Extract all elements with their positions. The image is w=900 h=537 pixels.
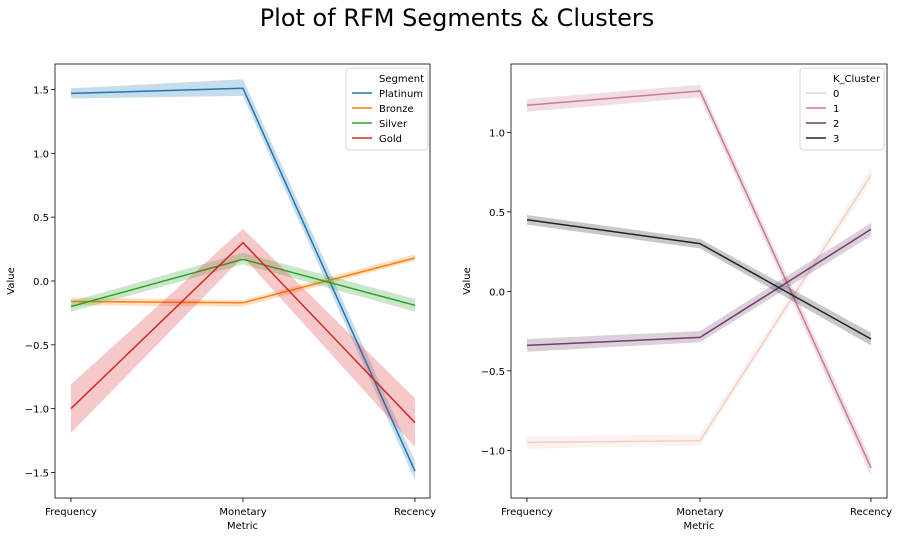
y-tick-label: 0.5	[33, 213, 49, 224]
y-tick-label: −1.0	[481, 446, 505, 457]
line-series-0	[526, 174, 872, 444]
ci-band-3	[527, 215, 871, 346]
x-tick-label: Monetary	[676, 507, 723, 518]
x-tick-label: Recency	[850, 507, 892, 518]
legend-label-gold: Gold	[379, 134, 402, 145]
legend-label-platinum: Platinum	[379, 89, 423, 100]
ci-band-gold	[71, 228, 415, 447]
legend-label-3: 3	[833, 134, 839, 145]
x-tick-label: Frequency	[45, 507, 97, 518]
legend-box	[345, 67, 429, 151]
clusters-plot: 1.0 0.5 0.0 −0.5 −1.0 Frequency Monetary Recenc…	[462, 63, 892, 532]
legend: Segment Platinum Bronze Silver Gold	[345, 67, 429, 151]
y-tick-label: 0.0	[489, 287, 505, 298]
legend-label-silver: Silver	[379, 119, 408, 130]
legend-title: K_Cluster	[833, 74, 881, 85]
line-series-1	[526, 90, 872, 469]
x-axis-label: Metric	[683, 521, 714, 532]
legend-label-0: 0	[833, 89, 839, 100]
line-series-3	[526, 219, 872, 340]
legend-box	[799, 67, 885, 151]
y-tick-label: 0.5	[489, 208, 505, 219]
x-tick-label: Frequency	[501, 507, 553, 518]
segments-plot: 1.5 1.0 0.5 0.0 −0.5 −1.0 −1.5 Frequency Monetar…	[6, 63, 436, 532]
line-series-2	[526, 228, 872, 347]
y-axis-label: Value	[6, 267, 17, 294]
y-tick-label: 1.0	[33, 149, 49, 160]
x-tick-label: Monetary	[219, 507, 266, 518]
y-tick-label: −0.5	[25, 341, 49, 352]
y-axis-label: Value	[462, 267, 473, 294]
line-series-gold	[70, 241, 416, 424]
plot-area-frame	[510, 63, 888, 499]
y-tick-label: −0.5	[481, 367, 505, 378]
legend-label-2: 2	[833, 119, 839, 130]
y-tick-label: 1.0	[489, 128, 505, 139]
y-tick-label: 0.0	[33, 277, 49, 288]
legend-label-bronze: Bronze	[379, 104, 414, 115]
y-tick-label: −1.5	[25, 468, 49, 479]
y-tick-label: 1.5	[33, 86, 49, 97]
x-axis-label: Metric	[227, 521, 258, 532]
line-series-bronze	[70, 257, 416, 304]
line-series-platinum	[70, 87, 416, 472]
ci-band-2	[527, 223, 871, 352]
y-tick-label: −1.0	[25, 405, 49, 416]
line-series-silver	[70, 258, 416, 308]
legend-label-1: 1	[833, 104, 839, 115]
legend-title: Segment	[379, 74, 424, 85]
legend: K_Cluster 0 1 2 3	[799, 67, 885, 151]
x-tick-label: Recency	[394, 507, 436, 518]
figure-title: Plot of RFM Segments & Clusters	[260, 4, 655, 32]
ci-band-silver	[71, 252, 415, 312]
